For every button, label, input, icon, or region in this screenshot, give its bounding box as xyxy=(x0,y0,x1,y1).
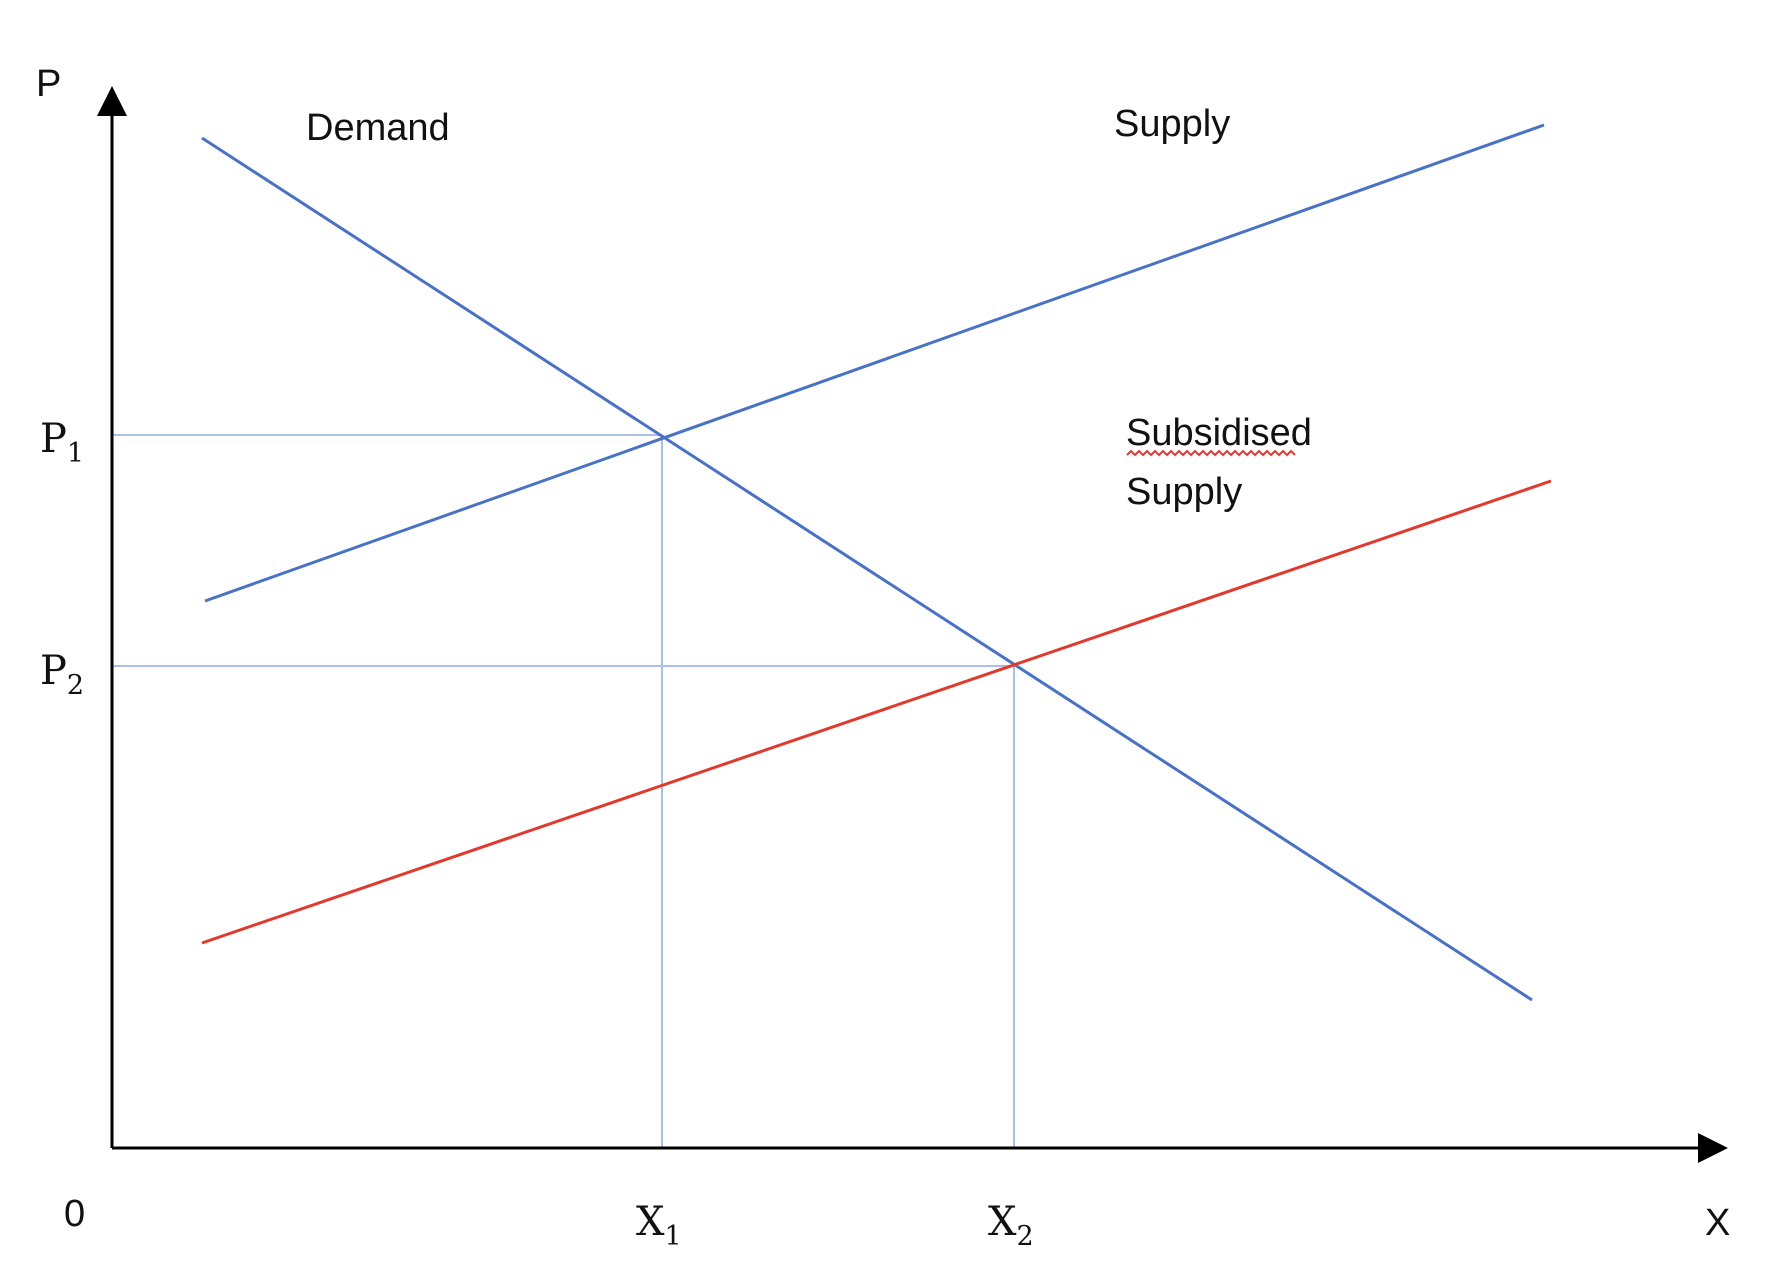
subsidised-label: Subsidised xyxy=(1126,412,1312,454)
spellcheck-underline xyxy=(1126,449,1296,457)
x-axis-label: X xyxy=(1705,1202,1730,1244)
x1-label: X1 xyxy=(636,1199,682,1252)
subsidised-supply-curve xyxy=(201,479,1552,945)
subsidised-supply-label: Supply xyxy=(1126,471,1242,513)
p1-label-base: P xyxy=(40,416,67,462)
origin-label: 0 xyxy=(64,1193,85,1235)
x1-label-sub: 1 xyxy=(664,1221,681,1252)
demand-label: Demand xyxy=(306,107,450,149)
p2-label: P2 xyxy=(40,648,84,701)
x1-label-base: X xyxy=(636,1199,665,1245)
x2-label-base: X xyxy=(988,1199,1017,1245)
p1-label-sub: 1 xyxy=(67,438,84,469)
p1-label: P1 xyxy=(40,416,84,469)
supply-curve xyxy=(204,123,1545,603)
p2-label-sub: 2 xyxy=(67,670,84,701)
p2-label-base: P xyxy=(40,648,67,694)
demand-curve xyxy=(201,136,1533,1002)
y-axis-label: P xyxy=(36,63,61,105)
supply-label: Supply xyxy=(1114,103,1230,145)
x2-label: X2 xyxy=(988,1199,1034,1252)
x2-label-sub: 2 xyxy=(1016,1221,1033,1252)
